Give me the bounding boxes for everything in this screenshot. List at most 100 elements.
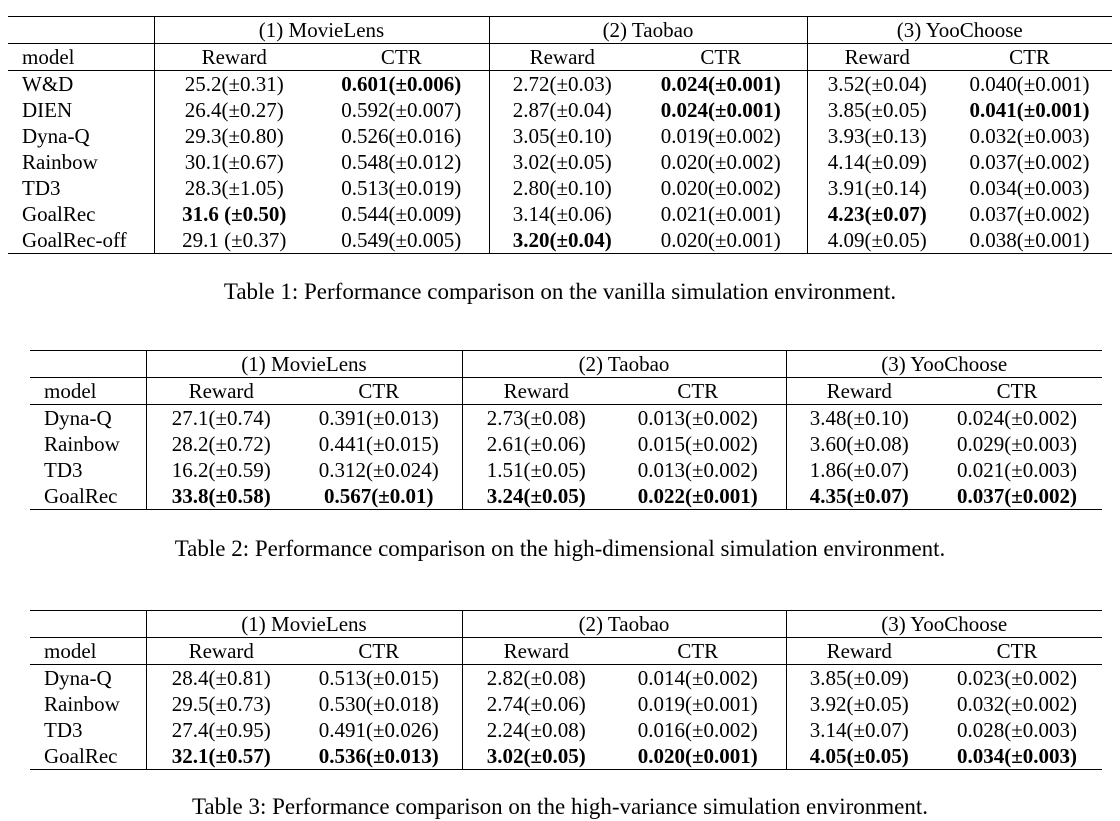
table-3-caption: Table 3: Performance comparison on the h… bbox=[191, 794, 929, 819]
table-row: GoalRec 32.1(±0.57) 0.536(±0.013) 3.02(±0.0… bbox=[30, 743, 1102, 770]
ctr-cell: 0.016(±0.002) bbox=[610, 717, 787, 743]
ctr-cell: 0.020(±0.001) bbox=[610, 743, 787, 770]
dataset-header-row: (1) MovieLens (2) Taobao (3) YooChoose bbox=[30, 350, 1102, 378]
reward-cell: 2.74(±0.06) bbox=[486, 692, 586, 716]
column-header: Reward bbox=[146, 637, 296, 665]
ctr-cell: 0.024(±0.001) bbox=[635, 97, 808, 123]
ctr-cell: 0.441(±0.015) bbox=[296, 431, 463, 457]
ctr-cell: 0.013(±0.002) bbox=[610, 404, 787, 431]
column-header: Reward bbox=[807, 43, 947, 71]
reward-cell: 28.3(±1.05) bbox=[184, 176, 284, 200]
reward-cell: 32.1(±0.57) bbox=[146, 743, 296, 770]
column-header: Reward bbox=[462, 377, 610, 405]
table-row: Rainbow 30.1(±0.67) 0.548(±0.012) 3.02(±0.0… bbox=[8, 149, 1112, 175]
reward-cell: 3.02(±0.05) bbox=[512, 150, 612, 174]
reward-cell: 3.91(±0.14) bbox=[827, 176, 927, 200]
reward-cell: 33.8(±0.58) bbox=[146, 483, 296, 510]
ctr-cell: 0.029(±0.003) bbox=[956, 432, 1077, 456]
column-header-row: model Reward CTR Reward CTR Reward CTR bbox=[8, 43, 1112, 71]
reward-cell: 3.14(±0.07) bbox=[809, 718, 909, 742]
reward-cell: 2.24(±0.08) bbox=[486, 718, 586, 742]
ctr-cell: 0.513(±0.019) bbox=[314, 175, 490, 201]
reward-cell: 2.82(±0.08) bbox=[486, 666, 586, 690]
table-row: Dyna-Q 29.3(±0.80) 0.526(±0.016) 3.05(±0.10… bbox=[8, 123, 1112, 149]
reward-cell: 26.4(±0.27) bbox=[184, 98, 284, 122]
table-1-caption: Table 1: Performance comparison on the v… bbox=[223, 279, 897, 304]
reward-cell: 3.05(±0.10) bbox=[512, 124, 612, 148]
model-name-cell: TD3 bbox=[30, 457, 147, 483]
ctr-cell: 0.601(±0.006) bbox=[314, 70, 490, 97]
ctr-cell: 0.015(±0.002) bbox=[610, 431, 787, 457]
reward-cell: 3.60(±0.08) bbox=[809, 432, 909, 456]
reward-cell: 4.05(±0.05) bbox=[786, 743, 932, 770]
dataset-header: (1) MovieLens bbox=[154, 16, 490, 44]
reward-cell: 2.72(±0.03) bbox=[512, 72, 612, 96]
model-name-cell: GoalRec bbox=[8, 201, 155, 227]
ctr-cell: 0.513(±0.015) bbox=[296, 664, 463, 691]
table-row: Dyna-Q 27.1(±0.74) 0.391(±0.013) 2.73(±0.08… bbox=[30, 404, 1102, 431]
ctr-cell: 0.567(±0.01) bbox=[296, 483, 463, 510]
ctr-cell: 0.032(±0.002) bbox=[956, 692, 1077, 716]
table-row: Rainbow 29.5(±0.73) 0.530(±0.018) 2.74(±0.0… bbox=[30, 691, 1102, 717]
column-header: Reward bbox=[154, 43, 314, 71]
ctr-cell: 0.013(±0.002) bbox=[610, 457, 787, 483]
reward-cell: 27.1(±0.74) bbox=[171, 406, 271, 430]
model-name-cell: GoalRec-off bbox=[8, 227, 155, 254]
reward-cell: 29.5(±0.73) bbox=[171, 692, 271, 716]
table-body: Dyna-Q 28.4(±0.81) 0.513(±0.015) 2.82(±0.08… bbox=[30, 664, 1102, 770]
column-header: CTR bbox=[610, 637, 787, 665]
model-name-cell: W&D bbox=[8, 70, 155, 97]
ctr-cell: 0.020(±0.002) bbox=[635, 149, 808, 175]
dataset-header-row: (1) MovieLens (2) Taobao (3) YooChoose bbox=[30, 610, 1102, 638]
table-3-block: (1) MovieLens (2) Taobao (3) YooChoose m… bbox=[30, 610, 1102, 770]
column-header: CTR bbox=[296, 377, 463, 405]
empty-corner-cell bbox=[30, 350, 147, 378]
ctr-cell: 0.020(±0.001) bbox=[635, 227, 808, 254]
model-name-cell: TD3 bbox=[8, 175, 155, 201]
dataset-header: (1) MovieLens bbox=[146, 350, 463, 378]
model-name-cell: Rainbow bbox=[8, 149, 155, 175]
model-name-cell: Dyna-Q bbox=[30, 664, 147, 691]
dataset-header: (3) YooChoose bbox=[807, 16, 1112, 44]
model-name-cell: GoalRec bbox=[30, 483, 147, 510]
ctr-cell: 0.014(±0.002) bbox=[610, 664, 787, 691]
model-name-cell: Dyna-Q bbox=[8, 123, 155, 149]
column-header: CTR bbox=[932, 377, 1102, 405]
reward-cell: 30.1(±0.67) bbox=[184, 150, 284, 174]
ctr-cell: 0.526(±0.016) bbox=[314, 123, 490, 149]
model-name-cell: Rainbow bbox=[30, 691, 147, 717]
table-2-caption: Table 2: Performance comparison on the h… bbox=[174, 536, 946, 561]
reward-cell: 2.87(±0.04) bbox=[512, 98, 612, 122]
empty-corner-cell bbox=[8, 16, 155, 44]
column-header: CTR bbox=[635, 43, 808, 71]
ctr-cell: 0.041(±0.001) bbox=[969, 98, 1090, 122]
ctr-cell: 0.032(±0.003) bbox=[969, 124, 1090, 148]
table-body: Dyna-Q 27.1(±0.74) 0.391(±0.013) 2.73(±0.08… bbox=[30, 404, 1102, 510]
table-row: Dyna-Q 28.4(±0.81) 0.513(±0.015) 2.82(±0.08… bbox=[30, 664, 1102, 691]
table-row: TD3 27.4(±0.95) 0.491(±0.026) 2.24(±0.08) 0.… bbox=[30, 717, 1102, 743]
model-name-cell: Dyna-Q bbox=[30, 404, 147, 431]
reward-cell: 2.61(±0.06) bbox=[486, 432, 586, 456]
reward-cell: 27.4(±0.95) bbox=[171, 718, 271, 742]
ctr-cell: 0.549(±0.005) bbox=[314, 227, 490, 254]
reward-cell: 3.93(±0.13) bbox=[827, 124, 927, 148]
empty-corner-cell bbox=[30, 610, 147, 638]
ctr-cell: 0.312(±0.024) bbox=[296, 457, 463, 483]
column-header: Reward bbox=[146, 377, 296, 405]
reward-cell: 3.02(±0.05) bbox=[462, 743, 610, 770]
column-header: model bbox=[30, 637, 147, 665]
table-row: Rainbow 28.2(±0.72) 0.441(±0.015) 2.61(±0.0… bbox=[30, 431, 1102, 457]
reward-cell: 3.14(±0.06) bbox=[512, 202, 612, 226]
reward-cell: 29.1 (±0.37) bbox=[154, 227, 314, 254]
table-2-block: (1) MovieLens (2) Taobao (3) YooChoose m… bbox=[30, 350, 1102, 510]
ctr-cell: 0.034(±0.003) bbox=[969, 176, 1090, 200]
model-name-cell: TD3 bbox=[30, 717, 147, 743]
column-header: Reward bbox=[786, 377, 932, 405]
ctr-cell: 0.019(±0.002) bbox=[635, 123, 808, 149]
results-table-1: (1) MovieLens (2) Taobao (3) YooChoose m… bbox=[8, 16, 1112, 254]
results-table-3: (1) MovieLens (2) Taobao (3) YooChoose m… bbox=[30, 610, 1102, 770]
reward-cell: 4.09(±0.05) bbox=[807, 227, 947, 254]
table-body: W&D 25.2(±0.31) 0.601(±0.006) 2.72(±0.03) 0.… bbox=[8, 70, 1112, 254]
reward-cell: 28.2(±0.72) bbox=[171, 432, 271, 456]
ctr-cell: 0.021(±0.001) bbox=[635, 201, 808, 227]
